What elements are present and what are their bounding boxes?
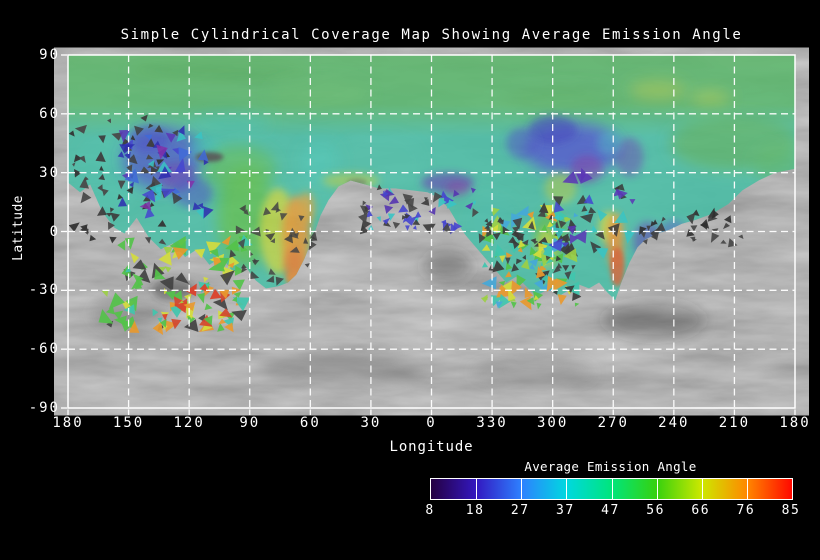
x-tick-label: 120 [173,415,205,431]
x-tick-label: 30 [360,415,382,431]
y-tick-label: 30 [39,164,60,181]
colorbar [430,478,793,500]
colorbar-segment-divider [746,479,748,499]
colorbar-tick-label: 56 [646,503,665,518]
x-tick-label: 0 [426,415,437,431]
y-tick-label: -90 [28,400,60,416]
colorbar-tick-label: 37 [556,503,575,518]
colorbar-tick-label: 8 [425,503,435,518]
y-tick-label: 0 [49,223,60,240]
x-tick-label: 270 [597,415,629,431]
terrain-accents [92,251,705,385]
colorbar-segment-divider [521,479,523,499]
x-tick-label: 210 [718,415,751,431]
x-tick-label: 60 [299,415,321,431]
x-tick-label: 90 [239,415,261,431]
colorbar-tick-label: 47 [601,503,620,518]
colorbar-tick-label: 27 [510,503,530,518]
plot-border [67,54,796,409]
colorbar-tick-label: 66 [691,503,711,518]
x-tick-label: 180 [779,415,811,431]
y-tick-label: 90 [39,47,60,63]
colorbar-segment-divider [656,479,658,499]
colorbar-tick-label: 18 [465,503,485,518]
colorbar-segment-divider [476,479,478,499]
x-axis-title: Longitude [389,439,474,455]
x-tick-label: 300 [537,415,569,431]
x-tick-label: 330 [476,415,508,431]
y-tick-label: 60 [39,105,60,122]
map-plot-area [54,45,809,422]
map-plot [61,54,796,415]
axis-tick-marks [61,54,796,415]
colorbar-segment-divider [701,479,703,499]
x-tick-label: 150 [112,415,145,431]
x-tick-label: 180 [52,415,84,431]
y-tick-label: -30 [28,282,60,299]
colorbar-tick-label: 76 [736,503,756,518]
colorbar-tick-label: 85 [781,503,801,518]
footprint-triangles [68,114,744,335]
colorbar-title: Average Emission Angle [524,459,697,474]
colorbar-segment-divider [566,479,568,499]
colorbar-segment-divider [611,479,613,499]
grid-lines [68,55,795,408]
y-tick-label: -60 [28,341,60,358]
x-tick-label: 240 [658,415,690,431]
chart-title: Simple Cylindrical Coverage Map Showing … [120,27,743,43]
